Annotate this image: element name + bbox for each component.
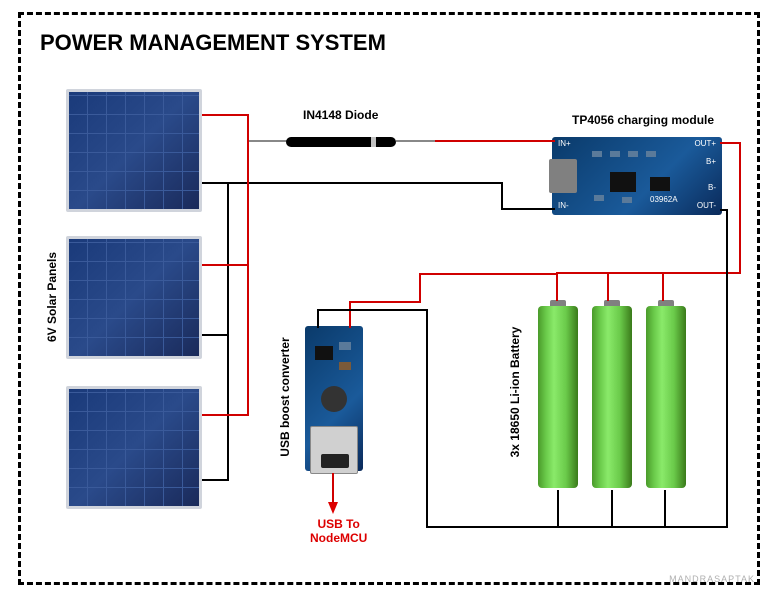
ic-chip (610, 172, 636, 192)
pin-label: IN+ (558, 139, 571, 148)
diagram-title: POWER MANAGEMENT SYSTEM (40, 30, 386, 56)
pin-label: IN- (558, 201, 569, 210)
pin-label: OUT+ (694, 139, 716, 148)
solar-panel-2 (66, 236, 202, 359)
solar-panel-3 (66, 386, 202, 509)
tp4056-module: IN+ IN- OUT+ B+ B- OUT- 03962A (552, 137, 722, 215)
battery-3 (646, 306, 686, 488)
inductor-icon (321, 386, 347, 412)
pin-label: OUT- (697, 201, 716, 210)
diode-lead (396, 140, 436, 142)
watermark-text: MANDRASAPTAK (669, 574, 755, 584)
diode-lead (248, 140, 288, 142)
ic-chip (315, 346, 333, 360)
pin-label: B- (708, 183, 716, 192)
batteries-label: 3x 18650 Li-ion Battery (508, 312, 522, 472)
diode-component (286, 137, 396, 147)
arrow-icon (328, 502, 338, 514)
solar-panels-label: 6V Solar Panels (45, 237, 59, 357)
usb-a-port-icon (310, 426, 358, 474)
usb-output-label: USB To NodeMCU (310, 517, 367, 546)
micro-usb-icon (549, 159, 577, 193)
solar-panel-1 (66, 89, 202, 212)
ic-chip (650, 177, 670, 191)
pin-label: B+ (706, 157, 716, 166)
battery-1 (538, 306, 578, 488)
boost-label: USB boost converter (278, 327, 292, 467)
pcb-model-text: 03962A (650, 195, 678, 204)
boost-converter (305, 326, 363, 471)
battery-2 (592, 306, 632, 488)
diode-label: IN4148 Diode (303, 108, 378, 122)
tp4056-label: TP4056 charging module (572, 113, 714, 127)
